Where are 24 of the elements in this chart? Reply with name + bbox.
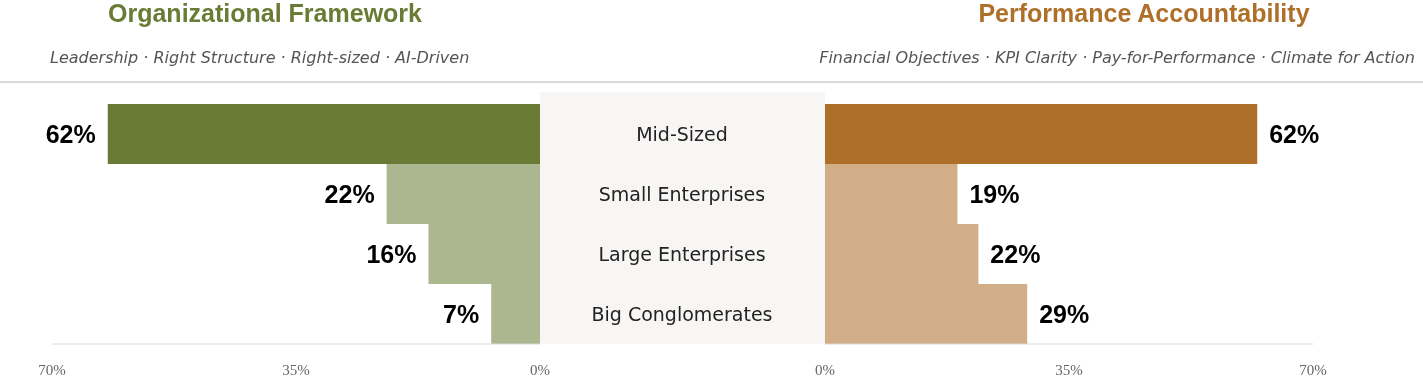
x-tick-label: 0% [815, 362, 835, 378]
bar [825, 104, 1258, 164]
data-label: 62% [45, 120, 96, 148]
y-tick-label: Big Conglomerates [591, 303, 773, 325]
x-tick-label: 0% [530, 362, 550, 378]
x-tick-label: 35% [282, 362, 310, 378]
data-label: 7% [443, 300, 480, 328]
bar [107, 104, 540, 164]
chart-subtitle: Leadership · Right Structure · Right-sized · AI-Driven [50, 48, 470, 67]
data-label: 19% [969, 180, 1020, 208]
y-tick-label: Mid-Sized [636, 123, 728, 145]
chart-title: Organizational Framework [108, 0, 423, 27]
data-label: 22% [324, 180, 375, 208]
data-label: 22% [990, 240, 1041, 268]
data-label: 62% [1269, 120, 1320, 148]
data-label: 16% [366, 240, 417, 268]
chart-subtitle: Financial Objectives · KPI Clarity · Pay-for-Performance · Climate for Action [819, 48, 1415, 67]
x-tick-label: 70% [1299, 362, 1327, 378]
y-tick-label: Small Enterprises [598, 183, 766, 205]
chart-title: Performance Accountability [978, 0, 1310, 27]
x-tick-label: 35% [1055, 362, 1083, 378]
x-tick-label: 70% [38, 362, 66, 378]
data-label: 29% [1039, 300, 1090, 328]
y-tick-label: Large Enterprises [598, 243, 766, 265]
